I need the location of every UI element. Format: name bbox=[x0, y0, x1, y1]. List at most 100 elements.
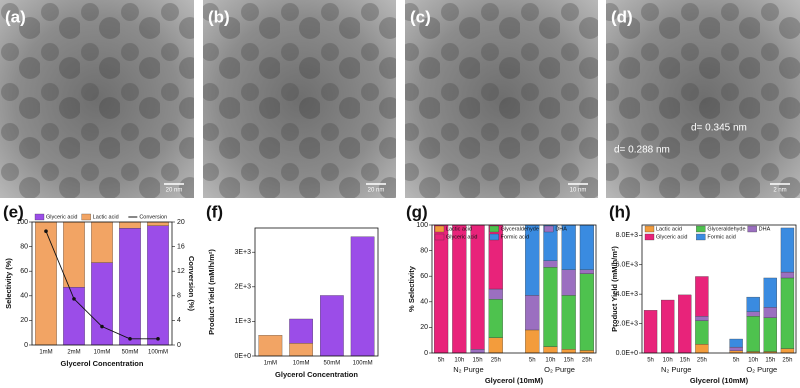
plot-frame bbox=[31, 221, 173, 346]
bar-segment bbox=[763, 317, 777, 352]
group-label: O₂ Purge bbox=[746, 365, 777, 374]
bar-segment bbox=[91, 221, 113, 263]
bar-segment bbox=[763, 277, 777, 308]
bar-segment bbox=[780, 277, 795, 349]
bar-segment bbox=[434, 224, 449, 354]
bar-segment bbox=[63, 221, 85, 288]
y-tick-label: 1E+3 bbox=[234, 318, 251, 325]
y-tick-label: 0E+0 bbox=[234, 353, 251, 360]
y-tick-label: 40 bbox=[420, 299, 428, 306]
legend-swatch bbox=[34, 213, 45, 221]
y-tick-label: 40 bbox=[20, 293, 28, 300]
bar-segment bbox=[780, 348, 795, 354]
y-tick-label: 3E+3 bbox=[234, 249, 251, 256]
bar-segment bbox=[525, 295, 540, 331]
lattice-annotation: d= 0.288 nm bbox=[614, 145, 670, 156]
bar-segment bbox=[35, 221, 57, 346]
y-axis-label: Product Yield (mM/h/m²) bbox=[610, 246, 619, 332]
panel-label: (c) bbox=[410, 7, 431, 26]
line-point bbox=[72, 297, 76, 301]
x-tick-label: 15h bbox=[680, 358, 690, 364]
bar-segment bbox=[561, 349, 576, 354]
legend-swatch bbox=[696, 233, 706, 241]
y-tick-label: 80 bbox=[20, 243, 28, 250]
legend-swatch bbox=[644, 225, 655, 233]
bar-segment bbox=[746, 311, 760, 317]
bar-segment bbox=[289, 318, 313, 344]
legend-label: Glyceric acid bbox=[656, 234, 687, 240]
y2-tick-label: 4 bbox=[177, 317, 181, 324]
y-tick-label: 6.0E+3 bbox=[616, 262, 638, 269]
bar-segment bbox=[543, 267, 558, 347]
x-tick-label: 50mM bbox=[122, 350, 139, 356]
bar-segment bbox=[579, 273, 594, 351]
bar-segment bbox=[289, 343, 313, 357]
bar-segment bbox=[695, 316, 709, 321]
bar-segment bbox=[63, 287, 85, 346]
legend-label: Formic acid bbox=[501, 234, 529, 240]
bar-segment bbox=[561, 295, 576, 350]
x-tick-label: 15h bbox=[765, 358, 775, 364]
y2-axis-label: Conversion (%) bbox=[187, 256, 196, 312]
bar-segment bbox=[91, 262, 113, 346]
bar-segment bbox=[543, 346, 558, 354]
x-tick-label: 25h bbox=[582, 358, 592, 364]
y-tick-label: 100 bbox=[416, 222, 428, 229]
line-point bbox=[128, 337, 132, 341]
bar-segment bbox=[780, 227, 795, 273]
bar-segment bbox=[661, 299, 675, 354]
y-tick-label: 60 bbox=[20, 268, 28, 275]
legend-swatch bbox=[81, 213, 91, 221]
y-axis-label: % Selectivity bbox=[407, 265, 416, 312]
x-axis-label: Glycerol Concentration bbox=[61, 359, 144, 368]
bar-segment bbox=[729, 338, 743, 348]
line-point bbox=[100, 324, 104, 329]
x-tick-label: 10h bbox=[663, 358, 673, 364]
legend-label: Lactic acid bbox=[93, 214, 119, 220]
y-tick-label: 8.0E+3 bbox=[616, 232, 638, 239]
lattice-annotation: d= 0.345 nm bbox=[691, 123, 747, 134]
panel-label: (a) bbox=[5, 7, 26, 26]
legend-swatch bbox=[489, 225, 499, 233]
legend-label: Lactic acid bbox=[656, 226, 682, 232]
bar-segment bbox=[579, 269, 594, 274]
y-axis-label: Selectivity (%) bbox=[4, 258, 13, 309]
y-tick-label: 4.0E+3 bbox=[616, 291, 638, 298]
y-tick-label: 2E+3 bbox=[234, 284, 251, 291]
bar-segment bbox=[470, 349, 485, 354]
bar-segment bbox=[452, 224, 467, 354]
bar-segment bbox=[695, 344, 709, 354]
legend-label: Glyceric acid bbox=[446, 234, 477, 240]
bar-segment bbox=[695, 320, 709, 345]
line-point bbox=[156, 337, 160, 341]
y-tick-label: 0.0E+0 bbox=[616, 350, 638, 357]
y2-tick-label: 0 bbox=[177, 342, 181, 349]
bar-segment bbox=[147, 225, 169, 346]
y-tick-label: 0 bbox=[424, 350, 428, 357]
x-axis-label: Glycerol (10mM) bbox=[690, 376, 749, 385]
y2-tick-label: 16 bbox=[177, 243, 185, 250]
group-label: N₂ Purge bbox=[661, 365, 691, 374]
bar-segment bbox=[470, 224, 485, 350]
x-tick-label: 25h bbox=[782, 358, 792, 364]
y-tick-label: 60 bbox=[420, 273, 428, 280]
legend-swatch bbox=[747, 225, 757, 233]
legend-label: Glyceric acid bbox=[46, 214, 77, 220]
bar-segment bbox=[258, 335, 283, 357]
scale-label: 20 nm bbox=[166, 188, 183, 194]
bar-segment bbox=[780, 271, 795, 279]
x-axis-label: Glycerol (10mM) bbox=[485, 376, 544, 385]
x-tick-label: 5h bbox=[647, 358, 654, 364]
legend-swatch bbox=[696, 225, 706, 233]
y-tick-label: 20 bbox=[20, 317, 28, 324]
panel-label: (h) bbox=[609, 202, 631, 221]
legend-swatch bbox=[544, 225, 554, 233]
line-point bbox=[44, 229, 48, 234]
panel-label: (b) bbox=[208, 7, 230, 26]
scale-label: 10 nm bbox=[570, 188, 587, 194]
x-tick-label: 10mM bbox=[94, 350, 111, 356]
bar-segment bbox=[695, 276, 709, 317]
panel-label: (d) bbox=[611, 7, 633, 26]
legend-label: DHA bbox=[555, 226, 567, 232]
tem-texture bbox=[606, 0, 800, 198]
